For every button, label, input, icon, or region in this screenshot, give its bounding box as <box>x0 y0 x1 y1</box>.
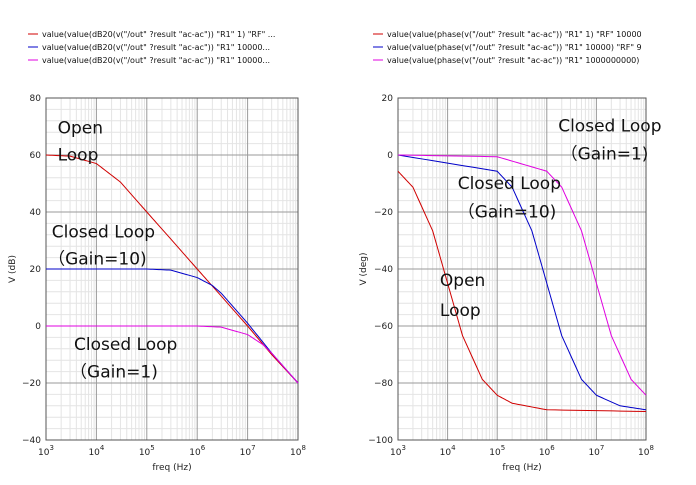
y-tick-label: 20 <box>382 94 394 104</box>
series-line-2 <box>397 154 647 411</box>
y-tick-label: 0 <box>387 151 393 161</box>
y-tick-label: −20 <box>22 379 41 389</box>
y-tick-label: 20 <box>30 265 42 275</box>
series-line-1 <box>45 154 299 384</box>
legend-entry-2: value(value(phase(v("/out" ?result "ac-a… <box>387 43 642 52</box>
legend-entry-3: value(value(dB20(v("/out" ?result "ac-ac… <box>42 56 270 65</box>
y-tick-label: 80 <box>30 94 42 104</box>
curve-annotation: （Gain=10) <box>48 250 147 270</box>
x-tick-label: 105 <box>139 444 155 458</box>
x-tick-label: 108 <box>290 444 306 458</box>
x-tick-label: 104 <box>88 444 104 458</box>
y-tick-label: −40 <box>374 265 393 275</box>
legend-entry-2: value(value(dB20(v("/out" ?result "ac-ac… <box>42 43 270 52</box>
y-tick-label: 0 <box>35 322 41 332</box>
x-tick-label: 107 <box>240 444 256 458</box>
series-line-1 <box>397 170 647 412</box>
x-axis-title: freq (Hz) <box>502 463 541 473</box>
x-tick-label: 103 <box>38 444 54 458</box>
y-tick-label: 40 <box>30 208 42 218</box>
legend-entry-3: value(value(phase(v("/out" ?result "ac-a… <box>387 56 639 65</box>
x-tick-label: 103 <box>390 444 406 458</box>
x-tick-label: 106 <box>189 444 205 458</box>
curve-annotation: （Gain=10) <box>458 203 557 223</box>
series-line-2 <box>46 268 299 384</box>
x-axis-title: freq (Hz) <box>152 463 191 473</box>
x-tick-label: 108 <box>638 444 654 458</box>
series-line-3 <box>397 154 647 396</box>
legend-entry-1: value(value(phase(v("/out" ?result "ac-a… <box>387 30 642 39</box>
curve-annotation: Loop <box>440 301 481 321</box>
x-tick-label: 106 <box>539 444 555 458</box>
y-tick-label: −60 <box>374 322 393 332</box>
magnitude-plot-panel: −40 −20 0 20 40 60 80 103 104 105 106 107 108 freq (H… <box>8 30 306 473</box>
curve-annotation: Closed Loop <box>74 335 177 355</box>
y-tick-label: −40 <box>22 436 41 446</box>
curve-annotation: Closed Loop <box>558 116 661 136</box>
x-tick-label: 104 <box>440 444 456 458</box>
plot-frame <box>397 97 647 441</box>
curve-annotation: Open <box>58 119 103 139</box>
phase-plot-panel: −100 −80 −60 −40 −20 0 20 103 104 105 106 107 108 fre… <box>359 30 662 473</box>
y-tick-label: −100 <box>368 436 393 446</box>
legend-entry-1: value(value(dB20(v("/out" ?result "ac-ac… <box>42 30 275 39</box>
curve-annotation: （Gain=1) <box>70 362 158 382</box>
curve-annotation: （Gain=1) <box>561 144 649 164</box>
curve-annotation: Closed Loop <box>458 174 561 194</box>
y-tick-label: 60 <box>30 151 42 161</box>
y-tick-label: −80 <box>374 379 393 389</box>
series-line-3 <box>46 325 299 384</box>
x-tick-label: 107 <box>588 444 604 458</box>
x-tick-label: 105 <box>489 444 505 458</box>
curve-annotation: Open <box>440 271 485 291</box>
curve-annotation: Loop <box>58 146 99 166</box>
y-axis-title: V (dB) <box>8 255 18 283</box>
y-axis-title: V (deg) <box>359 252 369 285</box>
curve-annotation: Closed Loop <box>52 223 155 243</box>
y-tick-label: −20 <box>374 208 393 218</box>
